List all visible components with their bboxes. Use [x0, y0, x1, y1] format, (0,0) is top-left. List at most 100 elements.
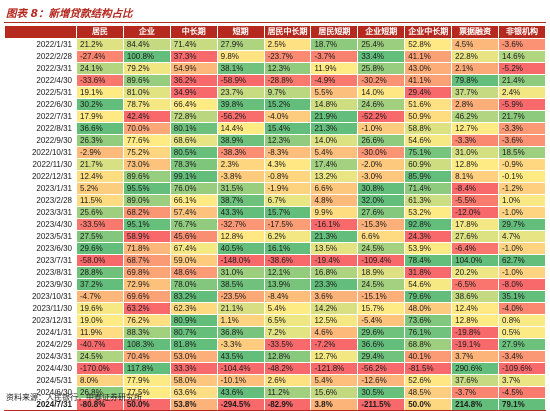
value-cell: -5.4%: [357, 314, 406, 327]
value-cell: 81.0%: [122, 86, 171, 99]
value-cell: 54.6%: [404, 134, 453, 147]
value-cell: -8.4%: [263, 290, 312, 303]
value-cell: 38.6%: [451, 290, 500, 303]
value-cell: 95.5%: [122, 182, 171, 195]
value-cell: 14.6%: [498, 50, 546, 63]
value-cell: 21.9%: [310, 110, 359, 123]
row-date-cell: 2022/6/30: [4, 98, 77, 111]
value-cell: 108.3%: [122, 338, 171, 351]
row-date-cell: 2023/9/30: [4, 278, 77, 291]
value-cell: 52.6%: [404, 374, 453, 387]
value-cell: 68.8%: [404, 338, 453, 351]
value-cell: 81.8%: [169, 338, 218, 351]
value-cell: -8.0%: [498, 278, 546, 291]
value-cell: -3.3%: [216, 338, 265, 351]
value-cell: 16.1%: [263, 242, 312, 255]
value-cell: 14.2%: [310, 302, 359, 315]
value-cell: -170.0%: [76, 362, 124, 375]
value-cell: 11.2%: [263, 386, 312, 399]
table-row: 2023/5/31 27.5% 58.9% 45.6% 12.8% 6.2% 21.3% 6.…: [4, 230, 546, 243]
value-cell: -4.0%: [263, 110, 312, 123]
row-date-cell: 2024/1/31: [4, 326, 77, 339]
value-cell: 6.6%: [310, 182, 359, 195]
value-cell: 8.1%: [451, 170, 500, 183]
value-cell: 12.5%: [310, 314, 359, 327]
value-cell: 5.2%: [76, 182, 124, 195]
value-cell: -15.1%: [357, 290, 406, 303]
value-cell: -33.5%: [76, 218, 124, 231]
value-cell: 16.8%: [310, 266, 359, 279]
value-cell: 27.6%: [451, 230, 500, 243]
value-cell: -3.7%: [451, 386, 500, 399]
value-cell: -19.8%: [451, 326, 500, 339]
value-cell: 69.8%: [122, 266, 171, 279]
source-note: 资料来源：人民银行，中泰证券研究所: [6, 393, 142, 402]
value-cell: 78.0%: [169, 278, 218, 291]
value-cell: 2.8%: [451, 98, 500, 111]
value-cell: 15.7%: [357, 302, 406, 315]
value-cell: -1.0%: [498, 266, 546, 279]
value-cell: 79.6%: [404, 290, 453, 303]
value-cell: 22.8%: [451, 50, 500, 63]
value-cell: -6.5%: [451, 278, 500, 291]
value-cell: -5.9%: [498, 98, 546, 111]
value-cell: 78.4%: [404, 254, 453, 267]
table-row: 2023/8/31 28.8% 69.8% 48.6% 31.0% 12.1% 16.8% 1…: [4, 266, 546, 279]
row-date-cell: 2022/1/31: [4, 38, 77, 51]
value-cell: -19.1%: [451, 338, 500, 351]
value-cell: 12.1%: [263, 266, 312, 279]
value-cell: -4.5%: [498, 386, 546, 399]
table-body: 2022/1/31 21.2% 84.4% 71.4% 27.9% 2.5% 18.7% 25…: [4, 38, 546, 411]
value-cell: 43.0%: [404, 62, 453, 75]
value-cell: 50.9%: [404, 110, 453, 123]
value-cell: 88.3%: [122, 326, 171, 339]
value-cell: 31.5%: [216, 182, 265, 195]
value-cell: 26.8%: [76, 386, 124, 399]
value-cell: 67.4%: [169, 242, 218, 255]
value-cell: 290.6%: [451, 362, 500, 375]
value-cell: -58.9%: [216, 74, 265, 87]
table-row: 2024/1/31 11.9% 88.3% 80.7% 36.8% 7.2% 4.6% 29.…: [4, 326, 546, 339]
value-cell: 24.5%: [357, 242, 406, 255]
value-cell: 4.5%: [451, 38, 500, 51]
value-cell: 37.6%: [451, 374, 500, 387]
value-cell: 15.4%: [263, 122, 312, 135]
value-cell: -1.9%: [263, 182, 312, 195]
row-date-cell: 2023/10/31: [4, 290, 77, 303]
value-cell: 68.6%: [169, 134, 218, 147]
value-cell: 42.4%: [122, 110, 171, 123]
table-row: 2023/4/30 -33.5% 95.1% 76.7% -32.7% -17.5% -16…: [4, 218, 546, 231]
value-cell: -48.2%: [263, 362, 312, 375]
value-cell: 2.3%: [216, 158, 265, 171]
value-cell: -16.1%: [310, 218, 359, 231]
value-cell: -33.5%: [263, 338, 312, 351]
value-cell: 8.0%: [76, 374, 124, 387]
value-cell: 12.8%: [263, 350, 312, 363]
value-cell: 59.0%: [169, 254, 218, 267]
value-cell: -1.0%: [498, 242, 546, 255]
row-date-cell: 2023/12/31: [4, 314, 77, 327]
value-cell: 6.5%: [263, 314, 312, 327]
value-cell: 51.6%: [404, 98, 453, 111]
value-cell: -30.2%: [357, 74, 406, 87]
value-cell: 6.6%: [357, 230, 406, 243]
row-date-cell: 2022/12/31: [4, 170, 77, 183]
value-cell: 14.0%: [357, 86, 406, 99]
table-row: 2023/11/30 19.6% 63.2% 62.3% 21.1% 5.4% 14.2% 1…: [4, 302, 546, 315]
row-date-cell: 2022/8/31: [4, 122, 77, 135]
value-cell: 61.3%: [404, 194, 453, 207]
value-cell: 71.8%: [122, 242, 171, 255]
value-cell: 30.5%: [357, 386, 406, 399]
table-row: 2023/6/30 29.6% 71.8% 67.4% 40.5% 16.1% 13.5% 2…: [4, 242, 546, 255]
value-cell: 5.4%: [310, 146, 359, 159]
value-cell: -4.7%: [76, 290, 124, 303]
column-header-household-medium-long: 居民中长期: [263, 25, 312, 39]
value-cell: 24.5%: [76, 350, 124, 363]
value-cell: 13.2%: [310, 170, 359, 183]
value-cell: 29.6%: [76, 242, 124, 255]
value-cell: 39.8%: [216, 98, 265, 111]
value-cell: 14.8%: [310, 98, 359, 111]
value-cell: 83.2%: [169, 290, 218, 303]
value-cell: 14.0%: [310, 134, 359, 147]
value-cell: 76.1%: [404, 326, 453, 339]
